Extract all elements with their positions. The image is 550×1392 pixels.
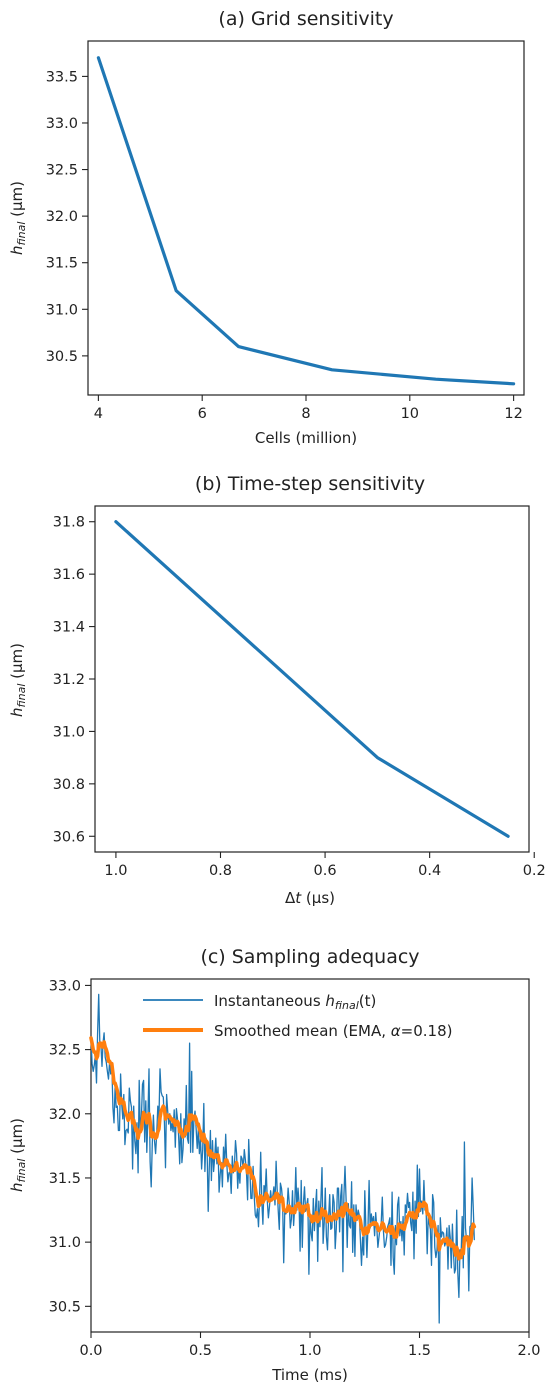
- panel-b-ticks: 1.0 0.8 0.6 0.4 0.2 30.6 30.8 31.0 31.2 31.4 31.6 3…: [53, 515, 546, 879]
- panel-b-title: (b) Time-step sensitivity: [195, 473, 425, 495]
- panel-a-ticks: 4 6 8 10 12 30.5 31.0 31.5 32.0 32.5 33.0 33.5: [46, 69, 523, 422]
- panel-a-x-axis-label: Cells (million): [255, 429, 357, 447]
- panel-c: (c) Sampling adequacy 0.0 0.5 1.0 1.5 2.0 30.…: [8, 946, 541, 1384]
- panel-c-y-tick-label: 33.0: [49, 978, 81, 994]
- panel-b-y-tick-label: 30.8: [53, 777, 85, 793]
- panel-b-x-tick-label: 0.8: [209, 863, 232, 879]
- panel-c-y-tick-label: 31.0: [49, 1235, 81, 1251]
- panel-a-x-tick-label: 10: [401, 406, 419, 422]
- panel-a-y-tick-label: 31.5: [46, 256, 78, 272]
- panel-c-x-tick-label: 1.5: [408, 1343, 431, 1359]
- panel-c-x-tick-label: 1.0: [298, 1343, 321, 1359]
- panel-b-series-line: [114, 520, 510, 838]
- panel-b-plot-frame: [94, 505, 530, 853]
- panel-a-x-tick-label: 12: [504, 406, 522, 422]
- panel-a-y-tick-label: 33.5: [46, 69, 78, 85]
- panel-b-y-tick-label: 31.6: [53, 567, 85, 583]
- legend-label-instantaneous: Instantaneous hfinal(t): [214, 992, 376, 1012]
- panel-a-series: [96, 56, 516, 386]
- panel-b: (b) Time-step sensitivity 1.0 0.8 0.6 0.4 0.…: [8, 473, 546, 907]
- legend-label-smoothed: Smoothed mean (EMA, α=0.18): [214, 1022, 453, 1040]
- panel-a-y-tick-label: 32.0: [46, 209, 78, 225]
- panel-b-y-axis-label: hfinal (μm): [8, 643, 28, 717]
- panel-b-x-tick-label: 0.4: [418, 863, 441, 879]
- panel-c-series: [89, 993, 477, 1324]
- panel-c-x-tick-label: 2.0: [517, 1343, 540, 1359]
- panel-a-x-tick-label: 4: [94, 406, 103, 422]
- panel-a-y-tick-label: 33.0: [46, 116, 78, 132]
- panel-c-y-tick-label: 32.5: [49, 1043, 81, 1059]
- panel-b-x-axis-label: Δt (μs): [285, 889, 335, 907]
- panel-c-y-tick-label: 32.0: [49, 1107, 81, 1123]
- panel-b-y-tick-label: 31.0: [53, 724, 85, 740]
- panel-b-y-tick-label: 31.2: [53, 672, 85, 688]
- panel-c-x-tick-label: 0.0: [79, 1343, 102, 1359]
- panel-a-y-tick-label: 31.0: [46, 302, 78, 318]
- panel-b-x-tick-label: 0.6: [314, 863, 337, 879]
- panel-b-y-tick-label: 30.6: [53, 829, 85, 845]
- panel-c-x-tick-label: 0.5: [189, 1343, 212, 1359]
- panel-b-x-tick-label: 1.0: [104, 863, 127, 879]
- panel-a-title: (a) Grid sensitivity: [218, 8, 393, 30]
- panel-c-ticks: 0.0 0.5 1.0 1.5 2.0 30.5 31.0 31.5 32.0 32.5 33.0: [49, 978, 541, 1359]
- panel-a-x-tick-label: 8: [301, 406, 310, 422]
- panel-a-y-tick-label: 30.5: [46, 349, 78, 365]
- panel-a-y-tick-label: 32.5: [46, 163, 78, 179]
- panel-b-y-tick-label: 31.8: [53, 515, 85, 531]
- panel-a: (a) Grid sensitivity 4 6 8 10 12 30.5 31.0 31.5…: [8, 8, 525, 447]
- panel-b-y-tick-label: 31.4: [53, 620, 85, 636]
- panel-a-x-tick-label: 6: [198, 406, 207, 422]
- panel-b-x-tick-label: 0.2: [523, 863, 546, 879]
- smoothed-mean-series-line: [89, 1036, 477, 1261]
- panel-b-series: [114, 520, 510, 838]
- panel-c-y-tick-label: 31.5: [49, 1171, 81, 1187]
- panel-a-series-line: [96, 56, 516, 386]
- panel-a-y-axis-label: hfinal (μm): [8, 181, 28, 255]
- instantaneous-series-line: [90, 993, 475, 1324]
- panel-c-legend: Instantaneous hfinal(t) Smoothed mean (E…: [143, 992, 453, 1040]
- panel-c-title: (c) Sampling adequacy: [200, 946, 419, 968]
- panel-c-y-tick-label: 30.5: [49, 1299, 81, 1315]
- panel-c-x-axis-label: Time (ms): [271, 1366, 348, 1384]
- panel-c-y-axis-label: hfinal (μm): [8, 1118, 28, 1192]
